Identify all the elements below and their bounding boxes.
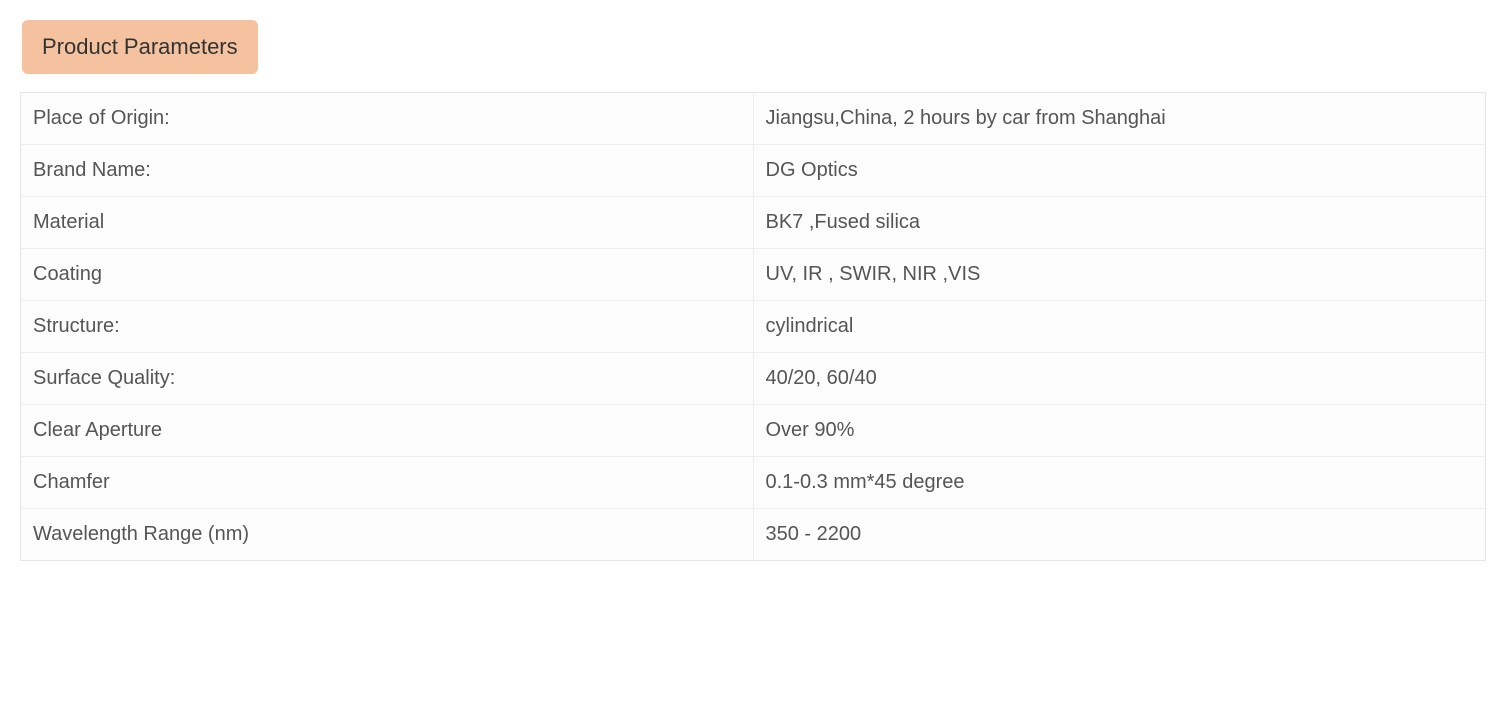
param-label: Structure: bbox=[21, 301, 754, 353]
param-label: Surface Quality: bbox=[21, 353, 754, 405]
param-value: 0.1-0.3 mm*45 degree bbox=[753, 457, 1486, 509]
table-row: Surface Quality: 40/20, 60/40 bbox=[21, 353, 1486, 405]
param-label: Place of Origin: bbox=[21, 93, 754, 145]
table-row: Structure: cylindrical bbox=[21, 301, 1486, 353]
param-label: Coating bbox=[21, 249, 754, 301]
table-row: Place of Origin: Jiangsu,China, 2 hours … bbox=[21, 93, 1486, 145]
param-value: cylindrical bbox=[753, 301, 1486, 353]
param-label: Material bbox=[21, 197, 754, 249]
param-value: BK7 ,Fused silica bbox=[753, 197, 1486, 249]
param-value: 350 - 2200 bbox=[753, 509, 1486, 561]
table-row: Coating UV, IR , SWIR, NIR ,VIS bbox=[21, 249, 1486, 301]
param-label: Clear Aperture bbox=[21, 405, 754, 457]
table-row: Clear Aperture Over 90% bbox=[21, 405, 1486, 457]
table-row: Material BK7 ,Fused silica bbox=[21, 197, 1486, 249]
param-label: Chamfer bbox=[21, 457, 754, 509]
param-value: 40/20, 60/40 bbox=[753, 353, 1486, 405]
product-parameters-table: Place of Origin: Jiangsu,China, 2 hours … bbox=[20, 92, 1486, 561]
param-value: Jiangsu,China, 2 hours by car from Shang… bbox=[753, 93, 1486, 145]
section-heading-badge: Product Parameters bbox=[22, 20, 258, 74]
table-row: Wavelength Range (nm) 350 - 2200 bbox=[21, 509, 1486, 561]
table-row: Chamfer 0.1-0.3 mm*45 degree bbox=[21, 457, 1486, 509]
param-value: UV, IR , SWIR, NIR ,VIS bbox=[753, 249, 1486, 301]
param-label: Brand Name: bbox=[21, 145, 754, 197]
table-row: Brand Name: DG Optics bbox=[21, 145, 1486, 197]
param-value: Over 90% bbox=[753, 405, 1486, 457]
param-label: Wavelength Range (nm) bbox=[21, 509, 754, 561]
table-body: Place of Origin: Jiangsu,China, 2 hours … bbox=[21, 93, 1486, 561]
param-value: DG Optics bbox=[753, 145, 1486, 197]
